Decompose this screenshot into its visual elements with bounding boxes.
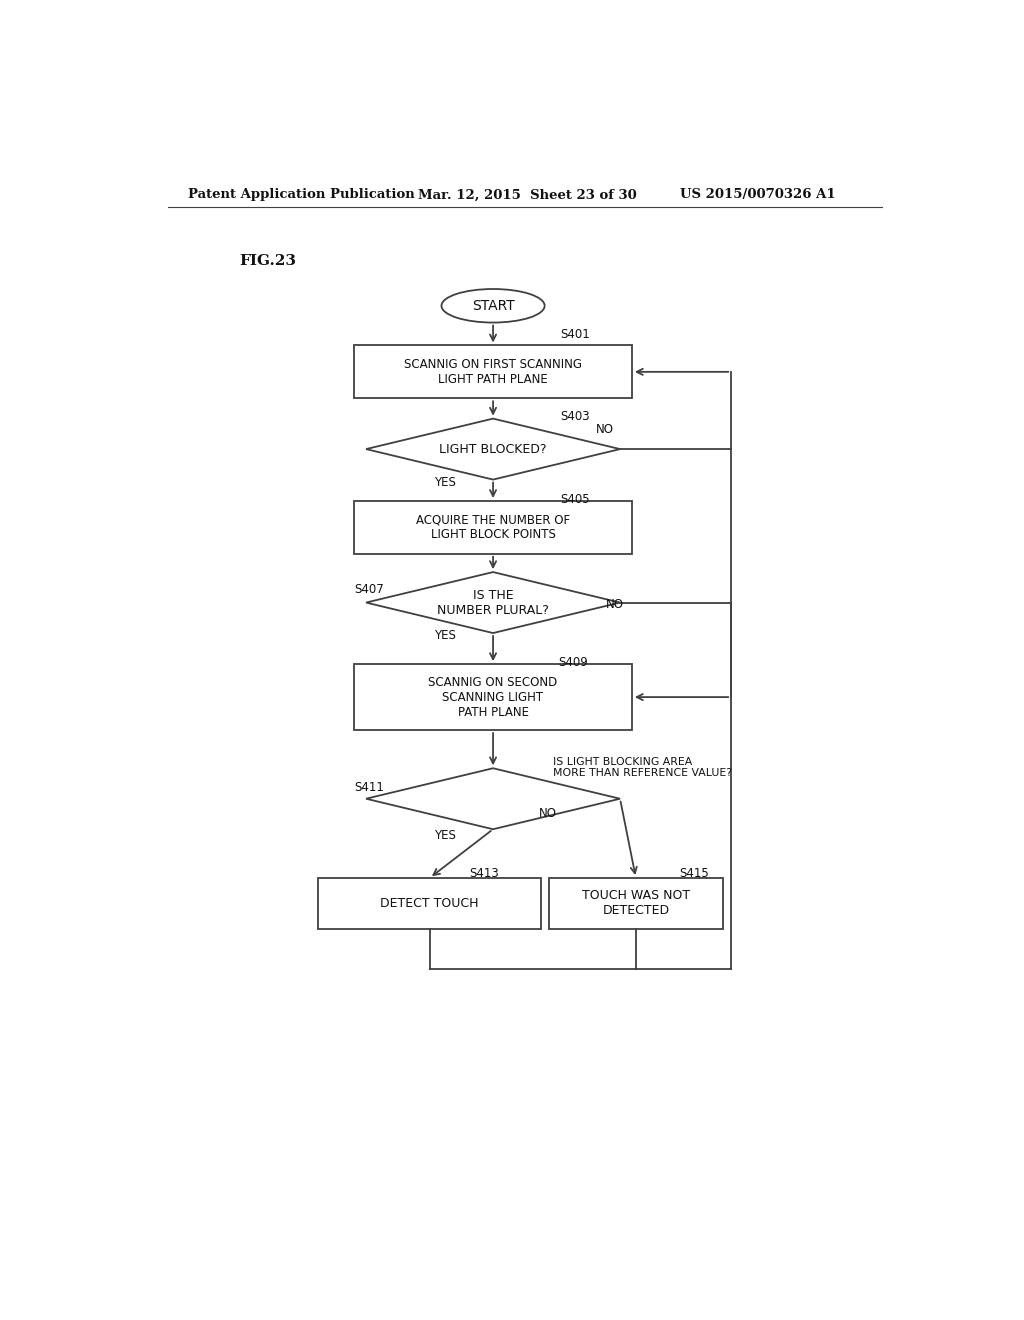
Text: NO: NO: [596, 422, 614, 436]
Text: Mar. 12, 2015  Sheet 23 of 30: Mar. 12, 2015 Sheet 23 of 30: [418, 189, 636, 202]
Text: START: START: [472, 298, 514, 313]
Text: TOUCH WAS NOT
DETECTED: TOUCH WAS NOT DETECTED: [582, 890, 690, 917]
Text: S403: S403: [560, 409, 590, 422]
Text: YES: YES: [433, 475, 456, 488]
Text: IS THE
NUMBER PLURAL?: IS THE NUMBER PLURAL?: [437, 589, 549, 616]
Text: S415: S415: [680, 867, 710, 880]
Text: S409: S409: [558, 656, 588, 669]
Text: SCANNIG ON FIRST SCANNING
LIGHT PATH PLANE: SCANNIG ON FIRST SCANNING LIGHT PATH PLA…: [404, 358, 582, 385]
Text: S405: S405: [560, 492, 590, 506]
Text: US 2015/0070326 A1: US 2015/0070326 A1: [680, 189, 836, 202]
Text: S411: S411: [354, 780, 384, 793]
Text: SCANNIG ON SECOND
SCANNING LIGHT
PATH PLANE: SCANNIG ON SECOND SCANNING LIGHT PATH PL…: [428, 676, 558, 718]
Text: NO: NO: [539, 807, 557, 820]
Text: DETECT TOUCH: DETECT TOUCH: [380, 896, 479, 909]
Text: YES: YES: [433, 829, 456, 842]
Text: S413: S413: [469, 867, 499, 880]
Text: S407: S407: [354, 583, 384, 597]
Text: IS LIGHT BLOCKING AREA
MORE THAN REFERENCE VALUE?: IS LIGHT BLOCKING AREA MORE THAN REFEREN…: [553, 756, 731, 779]
Text: NO: NO: [606, 598, 624, 611]
Text: FIG.23: FIG.23: [240, 255, 296, 268]
Text: Patent Application Publication: Patent Application Publication: [187, 189, 415, 202]
Text: S401: S401: [560, 329, 590, 342]
Text: ACQUIRE THE NUMBER OF
LIGHT BLOCK POINTS: ACQUIRE THE NUMBER OF LIGHT BLOCK POINTS: [416, 513, 570, 541]
Text: LIGHT BLOCKED?: LIGHT BLOCKED?: [439, 442, 547, 455]
Text: YES: YES: [433, 630, 456, 642]
